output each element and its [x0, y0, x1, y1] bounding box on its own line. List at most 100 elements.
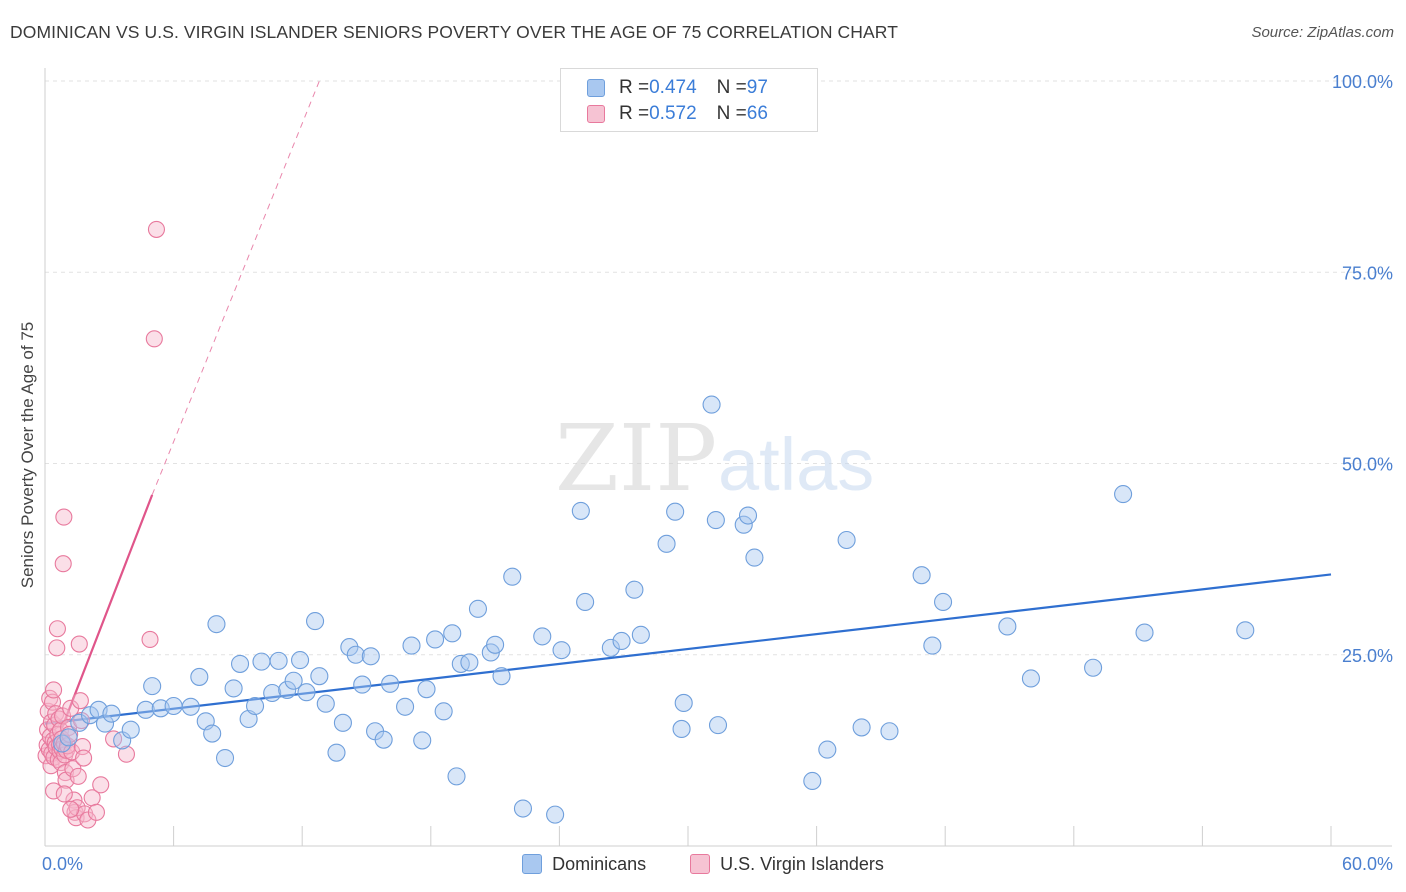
data-point-dominicans: [533, 627, 552, 646]
x-tick-label: 0.0%: [42, 854, 83, 874]
data-point-dominicans: [203, 724, 222, 743]
stats-legend: R = 0.474 N = 97 R = 0.572 N = 66: [560, 68, 818, 132]
data-point-dominicans: [1021, 669, 1040, 688]
legend-swatch-blue: [587, 79, 605, 97]
data-point-dominicans: [486, 635, 505, 654]
data-point-dominicans: [353, 675, 372, 694]
data-point-dominicans: [333, 713, 352, 732]
data-point-dominicans: [413, 731, 432, 750]
legend-n-label: N =: [716, 77, 747, 98]
legend-item-virgin-islanders[interactable]: U.S. Virgin Islanders: [690, 854, 884, 875]
data-point-dominicans: [1236, 621, 1255, 640]
legend-r-value: 0.572: [649, 103, 697, 124]
legend-n-label: N =: [716, 103, 747, 124]
data-point-dominicans: [327, 743, 346, 762]
trend-extension-virgin-islanders: [151, 80, 320, 496]
data-point-dominicans: [284, 671, 303, 690]
data-point-dominicans: [434, 702, 453, 721]
data-point-dominicans: [468, 599, 488, 618]
data-point-dominicans: [460, 653, 479, 672]
legend-row-dominicans: R = 0.474 N = 97: [587, 76, 768, 100]
data-point-virgin-islanders: [141, 630, 159, 649]
legend-label-dominicans: Dominicans: [552, 853, 647, 874]
data-point-dominicans: [245, 696, 265, 716]
data-point-dominicans: [576, 592, 595, 612]
data-point-virgin-islanders: [70, 635, 88, 653]
data-point-virgin-islanders: [54, 555, 72, 573]
data-point-dominicans: [912, 566, 931, 585]
data-point-dominicans: [708, 716, 728, 735]
data-point-dominicans: [612, 631, 631, 651]
data-point-dominicans: [571, 501, 590, 520]
data-point-dominicans: [224, 679, 243, 698]
data-point-dominicans: [837, 530, 856, 550]
data-point-virgin-islanders: [71, 692, 89, 710]
data-point-dominicans: [706, 511, 725, 530]
axes: [44, 68, 1392, 847]
data-point-dominicans: [102, 704, 121, 723]
data-point-dominicans: [121, 720, 140, 739]
data-point-virgin-islanders: [45, 782, 63, 800]
data-point-virgin-islanders: [92, 776, 110, 794]
watermark-zip: ZIP: [555, 405, 717, 512]
legend-swatch-pink: [690, 854, 711, 874]
data-point-dominicans: [340, 638, 359, 657]
data-point-virgin-islanders: [55, 785, 73, 803]
legend-swatch-pink: [587, 105, 605, 123]
grid-lines: [45, 80, 1392, 656]
legend-r-value: 0.474: [649, 77, 697, 98]
data-point-dominicans: [934, 592, 953, 612]
watermark: ZIP atlas: [555, 405, 874, 512]
data-point-dominicans: [95, 714, 115, 733]
data-point-dominicans: [657, 534, 676, 553]
legend-r-label: R =: [619, 103, 650, 124]
data-point-dominicans: [546, 805, 565, 824]
data-point-virgin-islanders: [45, 681, 63, 699]
data-point-dominicans: [263, 683, 282, 703]
data-point-dominicans: [734, 515, 753, 534]
data-point-dominicans: [215, 748, 235, 768]
data-point-dominicans: [164, 696, 183, 716]
data-point-dominicans: [702, 395, 721, 414]
data-point-dominicans: [361, 647, 380, 666]
legend-row-virgin-islanders: R = 0.572 N = 66: [587, 102, 768, 126]
y-tick-label: 50.0%: [1342, 455, 1393, 475]
data-point-dominicans: [402, 636, 421, 655]
data-point-dominicans: [674, 693, 693, 712]
legend-item-dominicans[interactable]: Dominicans: [522, 854, 646, 875]
data-point-dominicans: [552, 641, 571, 660]
data-point-virgin-islanders: [55, 508, 73, 526]
series-dominicans: [53, 395, 1255, 824]
data-point-dominicans: [818, 740, 837, 759]
data-point-dominicans: [207, 615, 226, 634]
data-point-dominicans: [492, 667, 511, 686]
data-point-dominicans: [1084, 658, 1103, 677]
legend-n-value: 66: [746, 103, 768, 124]
data-point-dominicans: [631, 625, 650, 644]
data-point-dominicans: [230, 654, 250, 673]
data-point-dominicans: [601, 638, 620, 657]
data-point-dominicans: [252, 652, 271, 671]
y-axis-label: Seniors Poverty Over the Age of 75: [18, 322, 37, 588]
data-point-dominicans: [447, 767, 466, 786]
data-point-virgin-islanders: [48, 620, 66, 638]
data-point-dominicans: [852, 718, 871, 737]
legend-r-label: R =: [619, 77, 650, 98]
data-point-virgin-islanders: [147, 220, 166, 238]
data-point-dominicans: [417, 680, 436, 699]
trend-line-virgin-islanders: [61, 494, 154, 728]
y-tick-label: 100.0%: [1332, 72, 1393, 92]
data-point-dominicans: [310, 667, 329, 686]
data-point-virgin-islanders: [87, 803, 105, 821]
data-point-dominicans: [745, 548, 764, 567]
data-point-dominicans: [306, 612, 325, 631]
tick-labels: 25.0% 50.0% 75.0% 100.0% 0.0% 60.0%: [42, 72, 1393, 874]
data-point-dominicans: [269, 651, 288, 670]
data-point-dominicans: [70, 713, 89, 732]
data-point-virgin-islanders: [145, 330, 163, 348]
data-point-dominicans: [80, 706, 100, 725]
data-point-dominicans: [1114, 485, 1133, 504]
data-point-dominicans: [297, 683, 316, 702]
data-point-dominicans: [396, 697, 415, 716]
